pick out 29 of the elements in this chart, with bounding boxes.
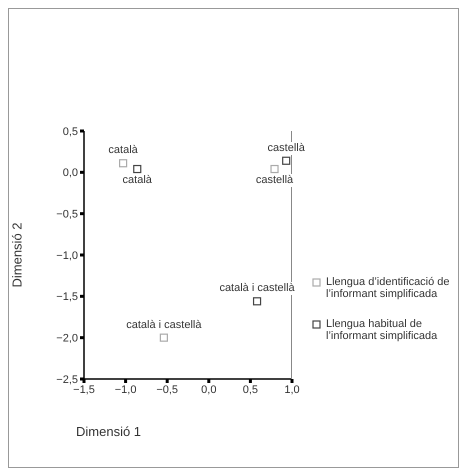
x-tick-label: −1,5 (73, 384, 95, 396)
y-axis-title: Dimensió 2 (10, 222, 25, 288)
annotation: castellà (266, 142, 306, 155)
annotation: castellà (254, 174, 294, 188)
x-tick-label: −0,5 (156, 384, 178, 396)
y-tick-label: −1,5 (56, 291, 78, 304)
y-tick-label: −0,5 (56, 208, 78, 221)
x-tick-label: 0,0 (201, 384, 216, 396)
y-tick-label: −2,5 (56, 374, 78, 386)
point (270, 164, 279, 174)
legend-label: Llengua habitual de l’informant simplificada (326, 318, 438, 342)
annotation: català (107, 144, 139, 158)
annotation: català i castellà (218, 282, 296, 296)
y-tick-label: 0,5 (62, 126, 78, 138)
point (252, 297, 262, 306)
x-tick-label: 1,0 (284, 384, 300, 396)
point (119, 159, 128, 168)
point (133, 164, 142, 174)
annotation: català i castellà (125, 318, 202, 332)
legend-label: Llengua d’identificació de l’informant simplificada (326, 276, 451, 300)
y-tick-label: 0,0 (62, 167, 78, 180)
point (160, 334, 168, 342)
annotation: català (122, 174, 153, 188)
x-axis-title: Dimensió 1 (76, 424, 142, 439)
x-tick-label: 0,5 (242, 384, 258, 396)
y-tick-label: −1,0 (56, 250, 78, 262)
x-tick-label: −1,0 (114, 384, 136, 396)
point (282, 156, 290, 165)
y-tick-label: −2,0 (56, 332, 78, 345)
